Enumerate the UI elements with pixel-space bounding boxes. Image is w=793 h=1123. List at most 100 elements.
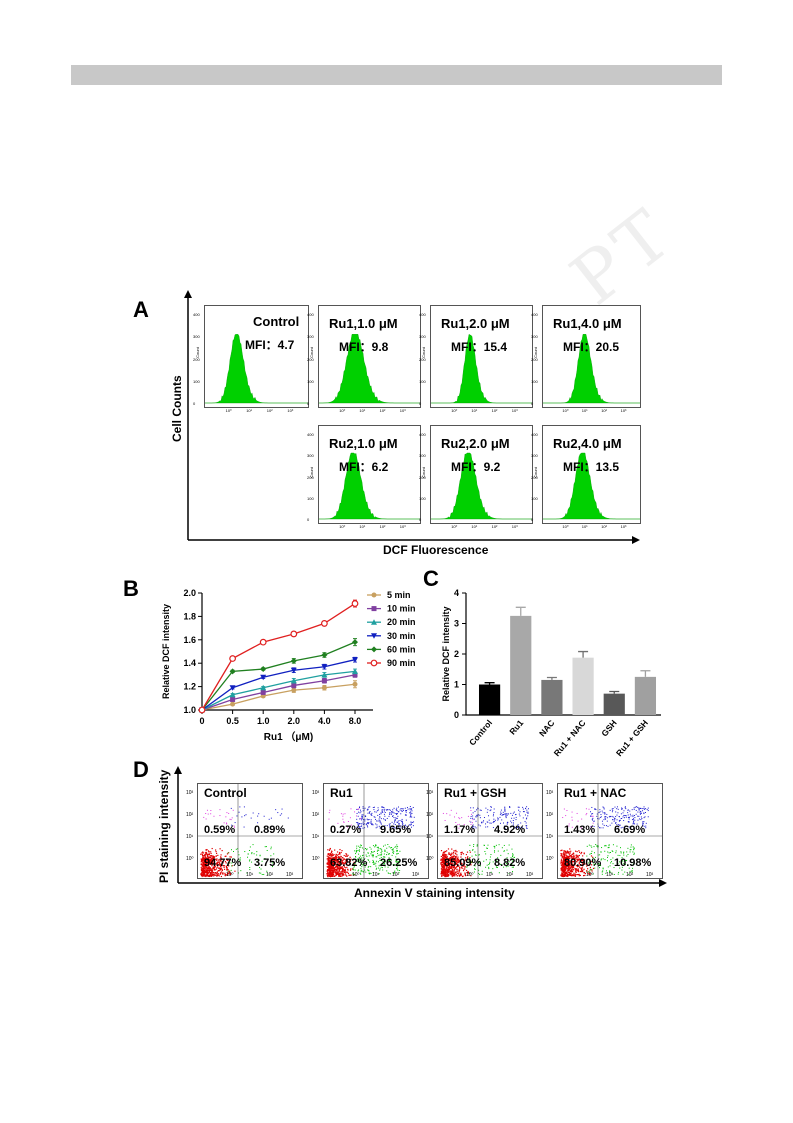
panel-c-y-tick-label: 2: [454, 649, 459, 659]
panel-b-y-tick-label: 1.8: [183, 611, 196, 621]
panel-c-x-tick-label: Ru1 + NAC: [552, 718, 588, 758]
dotplot-x-tick: 10⁰: [352, 872, 360, 878]
dotplot-y-tick: 10¹: [426, 834, 434, 840]
dotplot-x-tick: 10²: [392, 872, 400, 878]
histogram-y-tick: 100: [419, 495, 426, 501]
panel-b-data-point: [321, 671, 328, 678]
histogram-x-tick: 10²: [491, 524, 498, 529]
upper-right-percent: 6.69%: [614, 824, 646, 836]
histogram-plot: [319, 334, 420, 404]
panel-b-data-point: [260, 674, 267, 681]
histogram-y-tick: 200: [419, 356, 426, 362]
dotplot-label: Ru1: [330, 786, 353, 800]
histogram-mfi: MFI：6.2: [339, 458, 388, 475]
panel-b-legend-label: 5 min: [387, 590, 411, 600]
histogram-plot: [431, 452, 532, 520]
panel-b-data-point: [352, 672, 358, 678]
dotplot-x-tick: 10⁰: [226, 872, 234, 878]
lower-left-percent: 94.77%: [204, 857, 242, 869]
mfi-label: MFI：: [245, 338, 278, 352]
panel-b-data-point: [371, 619, 377, 625]
histogram-x-tick: 10³: [287, 408, 294, 413]
panel-c-bar: [478, 684, 501, 715]
histogram-box: Control MFI：4.7 Count 400 300 200 100 0 10⁰ 10¹ 10…: [193, 305, 309, 413]
histogram-box: Ru1,2.0 μM MFI：15.4 Count 400 300 200 100 0 10⁰ 1…: [419, 305, 533, 413]
panel-b-data-point: [260, 689, 266, 695]
upper-right-percent: 4.92%: [494, 824, 526, 836]
panel-c-y-tick-label: 4: [454, 588, 459, 598]
histogram-y-tick: 0: [193, 401, 196, 406]
histogram-y-tick: 300: [307, 334, 314, 340]
panel-b-y-tick-label: 1.6: [183, 635, 196, 645]
histogram-box: Ru2,1.0 μM MFI：6.2 Count 400 300 200 100 0 10⁰ 10…: [307, 425, 421, 529]
histogram-x-tick: 10²: [379, 524, 386, 529]
panel-b-data-point: [321, 685, 327, 691]
panel-b-data-point: [371, 592, 377, 598]
panel-b-y-tick-label: 1.4: [183, 658, 196, 668]
histogram-y-tick: 100: [307, 378, 314, 384]
histogram-y-tick: 400: [419, 312, 426, 317]
histogram-y-tick: 300: [531, 334, 538, 340]
mfi-label: MFI：: [339, 460, 372, 474]
dotplot-y-tick: 10²: [426, 812, 434, 818]
histogram-label: Ru1,1.0 μM: [329, 316, 398, 331]
panel-c-error-bar: [515, 606, 526, 616]
mfi-value: 9.8: [371, 340, 389, 354]
panel-b-data-point: [351, 600, 359, 607]
histogram-y-tick: 300: [193, 334, 200, 340]
histogram-x-tick: 10⁰: [562, 408, 569, 413]
panel-b-axis-lines: [201, 593, 373, 711]
dotplot-y-tick: 10³: [186, 790, 194, 796]
panel-b-data-point: [230, 696, 236, 702]
dotplot-scatter: [438, 784, 542, 878]
dotplot-y-tick: 10³: [312, 790, 320, 796]
histogram-y-tick: 0: [307, 517, 310, 522]
panel-b-data-point: [229, 668, 236, 675]
histogram-x-tick: 10¹: [581, 408, 588, 413]
histogram-x-tick: 10⁰: [562, 524, 569, 529]
lower-left-percent: 85.09%: [444, 857, 482, 869]
panel-b-legend-label: 30 min: [387, 631, 415, 641]
histogram-label: Ru1,4.0 μM: [553, 316, 622, 331]
dotplot-box: Ru1 + GSH 1.17% 4.92% 85.09% 8.82% 10³ 10² 10¹ 1…: [426, 783, 543, 879]
histogram-label: Ru1,2.0 μM: [441, 316, 510, 331]
dotplot-scatter: [558, 784, 662, 878]
dotplot-x-tick: 10¹: [486, 872, 494, 878]
histogram-x-tick: 10¹: [471, 408, 478, 413]
histogram-x-tick: 10¹: [359, 408, 366, 413]
panel-label-d: D: [133, 757, 149, 782]
histogram-y-tick: 200: [531, 356, 538, 362]
panel-a-x-title: DCF Fluorescence: [383, 543, 489, 557]
dotplot-y-tick: 10⁰: [312, 856, 320, 862]
histogram-x-tick: 10³: [620, 524, 627, 529]
histogram-y-tick: 300: [419, 453, 426, 459]
histogram-y-tick: 100: [193, 378, 200, 384]
panel-b-legend-label: 60 min: [387, 644, 415, 654]
mfi-value: 20.5: [595, 340, 620, 354]
panel-b-series-line: [201, 602, 356, 711]
panel-b-data-point: [371, 633, 377, 639]
panel-b-data-point: [290, 657, 297, 664]
panel-a-y-title: Cell Counts: [170, 375, 184, 442]
histogram-mfi: MFI：9.2: [451, 458, 500, 475]
panel-b-data-point: [371, 606, 377, 612]
panel-b-series-line: [201, 659, 356, 711]
dotplot-x-tick: 10³: [646, 872, 654, 878]
histogram-x-tick: 10²: [266, 408, 273, 413]
mfi-value: 15.4: [483, 340, 508, 354]
histogram-y-tick: 200: [307, 474, 314, 480]
upper-right-percent: 0.89%: [254, 824, 286, 836]
panel-b-series-line: [201, 683, 356, 711]
panel-b-data-point: [260, 684, 267, 691]
panel-b-x-tick-label: 0.5: [226, 716, 239, 726]
histogram-y-tick: 0: [531, 401, 534, 406]
histogram-distribution: [319, 334, 420, 404]
histogram-y-tick: 300: [307, 453, 314, 459]
panel-b-data-point: [229, 655, 236, 662]
histogram-y-tick: 200: [531, 474, 538, 480]
panel-b-series-line: [201, 674, 356, 711]
panel-b-data-point: [291, 682, 297, 688]
histogram-y-tick: 0: [419, 401, 422, 406]
histogram-box: Ru2,4.0 μM MFI：13.5 Count 400 300 200 100 0 10⁰ 1…: [531, 425, 641, 529]
